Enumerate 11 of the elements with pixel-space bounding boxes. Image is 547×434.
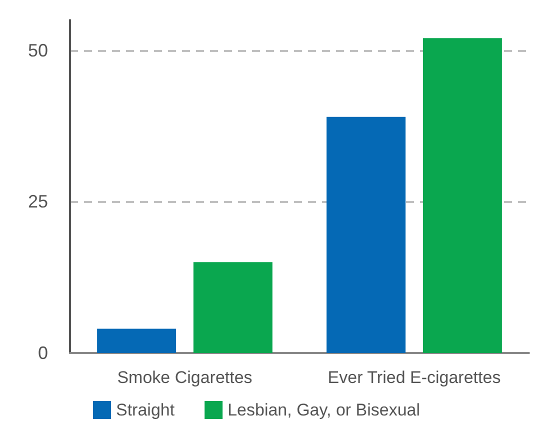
- y-tick-label: 0: [38, 343, 48, 363]
- bar: [193, 262, 272, 353]
- x-tick-label: Smoke Cigarettes: [117, 368, 252, 387]
- legend-label: Lesbian, Gay, or Bisexual: [228, 400, 420, 420]
- x-tick-label: Ever Tried E-cigarettes: [328, 368, 501, 387]
- bar: [326, 116, 406, 353]
- legend-label: Straight: [116, 400, 175, 420]
- bar: [97, 328, 176, 353]
- y-tick-label: 25: [28, 192, 48, 212]
- bar: [422, 38, 502, 353]
- y-tick-label: 50: [28, 40, 48, 60]
